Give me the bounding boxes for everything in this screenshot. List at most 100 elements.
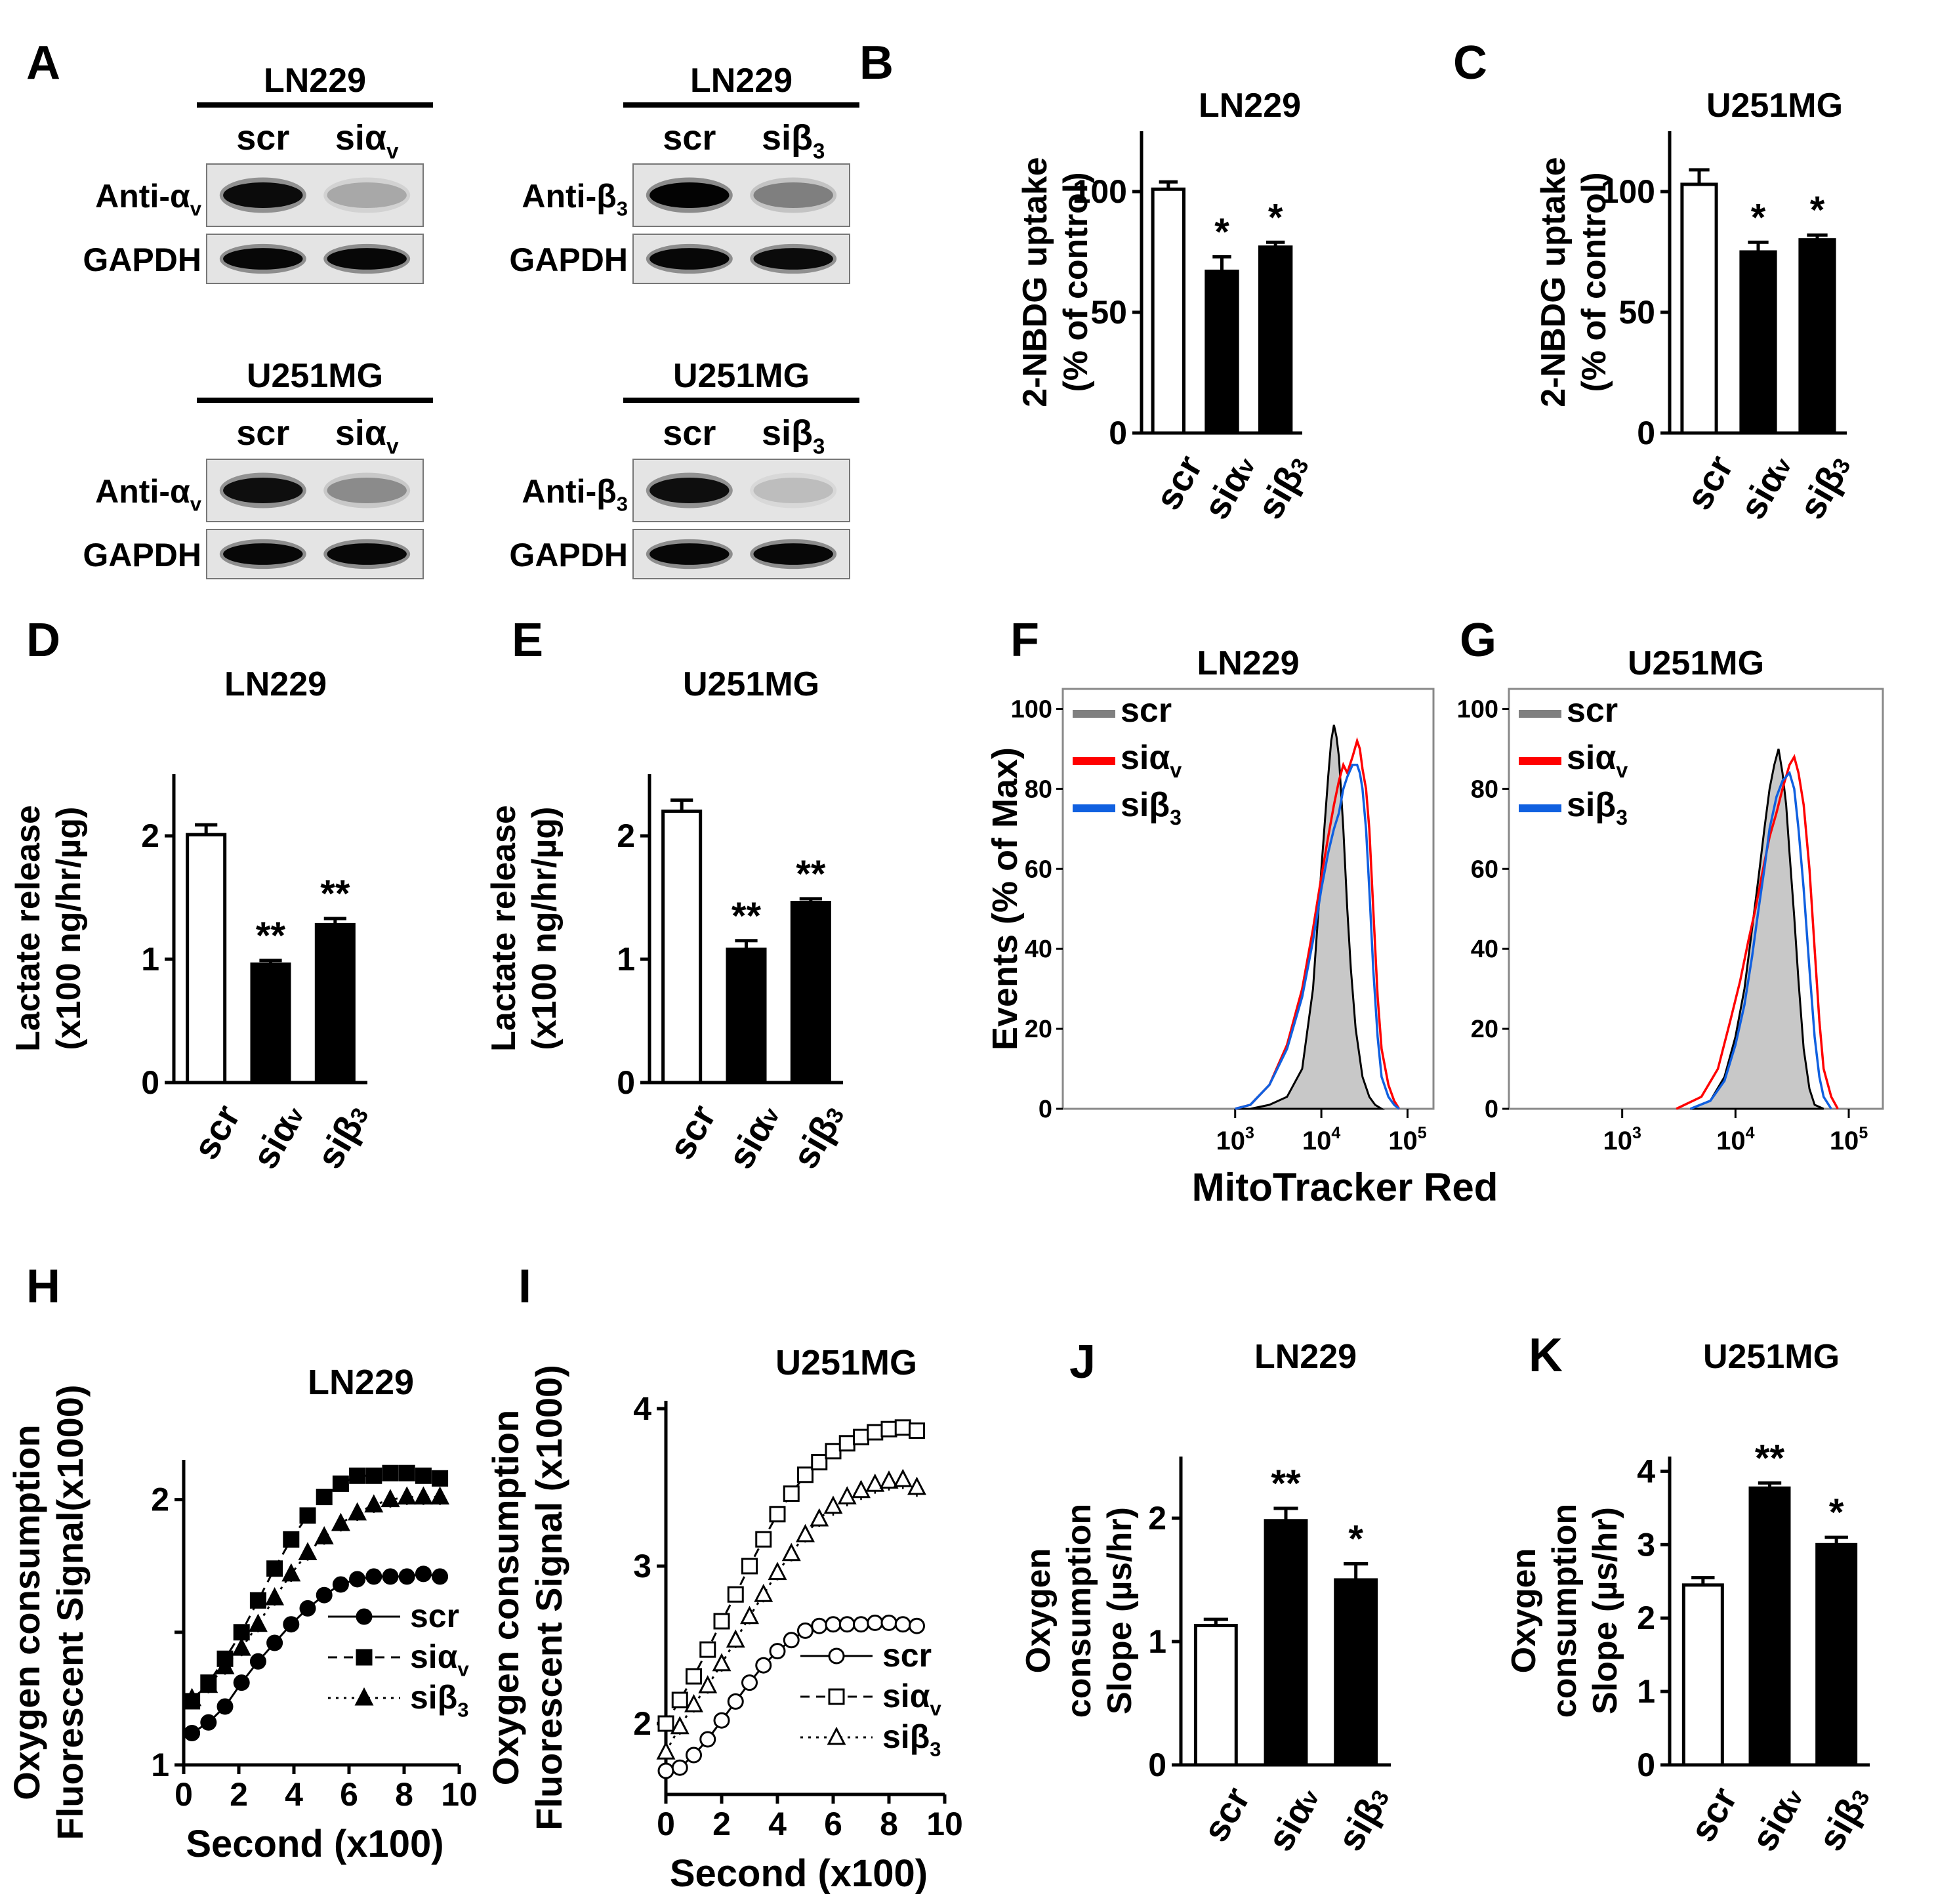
chart-title: U251MG bbox=[775, 1343, 917, 1382]
data-point bbox=[365, 1568, 382, 1585]
y-axis-label: 2-NBDG uptake (% of control) bbox=[1534, 157, 1613, 407]
data-point bbox=[432, 1568, 449, 1585]
data-point bbox=[283, 1616, 300, 1633]
chart-title: U251MG bbox=[1706, 87, 1843, 125]
x-category-label-base: scr bbox=[1681, 1780, 1745, 1848]
x-tick-label: 105 bbox=[1388, 1124, 1427, 1155]
significance-marker: * bbox=[1348, 1518, 1363, 1561]
x-tick-label: 103 bbox=[1603, 1124, 1641, 1155]
x-tick-label: 2 bbox=[230, 1776, 248, 1813]
panel-letter-I: I bbox=[518, 1260, 531, 1313]
x-axis-label: Second (x100) bbox=[186, 1823, 443, 1865]
data-point bbox=[430, 1486, 450, 1505]
blot-target-label-sub: v bbox=[190, 493, 202, 516]
blot-band-gapdh-si-core bbox=[327, 248, 407, 270]
data-point bbox=[755, 1657, 772, 1674]
legend-label-sub: 3 bbox=[930, 1738, 941, 1761]
data-point bbox=[671, 1691, 688, 1708]
y-tick-label: 4 bbox=[633, 1390, 651, 1427]
data-point bbox=[699, 1641, 716, 1658]
data-point bbox=[184, 1724, 201, 1741]
data-point bbox=[249, 1592, 266, 1609]
blot-band-si bbox=[750, 472, 837, 508]
series-line bbox=[191, 1573, 440, 1734]
data-point bbox=[265, 1587, 285, 1605]
x-category-label: siαv bbox=[1195, 447, 1264, 526]
y-label-line: (% of control) bbox=[1057, 172, 1095, 392]
data-point bbox=[741, 1558, 758, 1575]
blot-cell-line: U251MG bbox=[673, 357, 810, 395]
series-sib-line bbox=[1689, 770, 1832, 1110]
legend-label: siαv bbox=[410, 1638, 469, 1681]
legend-label-sub: v bbox=[930, 1697, 941, 1720]
data-point bbox=[769, 1643, 786, 1660]
data-point bbox=[797, 1466, 814, 1483]
series-line bbox=[191, 1472, 440, 1702]
legend-marker bbox=[827, 1726, 846, 1745]
significance-marker: * bbox=[1810, 189, 1825, 232]
blot-band-si bbox=[323, 472, 411, 508]
blot-lane-si: siβ3 bbox=[762, 118, 825, 163]
legend-label-base: siα bbox=[1121, 739, 1170, 777]
series-sia bbox=[657, 1419, 925, 1732]
significance-marker: * bbox=[1751, 196, 1766, 239]
legend-label-base: siβ bbox=[1121, 786, 1170, 824]
data-point bbox=[796, 1523, 815, 1542]
x-category-label: scr bbox=[660, 1098, 724, 1166]
data-point bbox=[200, 1714, 217, 1731]
y-tick-label: 100 bbox=[1457, 695, 1498, 723]
x-axis-label: Second (x100) bbox=[670, 1852, 928, 1895]
legend-label: scr bbox=[1567, 692, 1618, 730]
data-point bbox=[299, 1507, 316, 1524]
data-point bbox=[686, 1747, 702, 1764]
blot-target-label-base: Anti-β bbox=[522, 178, 616, 215]
data-point bbox=[880, 1420, 897, 1438]
y-tick-label: 80 bbox=[1471, 776, 1498, 803]
x-tick-label-sup: 3 bbox=[1245, 1124, 1254, 1142]
x-tick-label-base: 10 bbox=[1388, 1127, 1418, 1155]
x-tick-label-base: 10 bbox=[1830, 1127, 1859, 1155]
data-point bbox=[398, 1568, 415, 1585]
blot-band-gapdh-scr bbox=[219, 243, 306, 274]
data-point bbox=[348, 1502, 367, 1521]
legend-marker bbox=[828, 1688, 845, 1705]
plot-frame bbox=[1508, 688, 1884, 1110]
data-point bbox=[867, 1614, 884, 1631]
y-tick-label: 50 bbox=[1618, 294, 1655, 331]
y-tick-label: 80 bbox=[1025, 776, 1052, 803]
blot-band-gapdh-si-core bbox=[753, 248, 833, 270]
legend-label-base: siβ bbox=[1567, 786, 1616, 824]
legend-label-base: siβ bbox=[410, 1679, 457, 1716]
blot-band-gapdh-scr-core bbox=[223, 543, 303, 565]
blot-band-gapdh-si bbox=[750, 539, 837, 569]
chart-title: U251MG bbox=[1703, 1338, 1840, 1376]
data-point bbox=[852, 1480, 871, 1499]
x-category-label-base: scr bbox=[1678, 448, 1741, 516]
data-point bbox=[867, 1424, 884, 1441]
blot-band-si-core bbox=[327, 478, 407, 503]
data-point bbox=[838, 1616, 855, 1633]
x-category-label: siβ3 bbox=[1790, 448, 1859, 526]
bar-rect bbox=[1681, 1583, 1724, 1767]
data-point bbox=[684, 1693, 703, 1712]
bar-rect bbox=[1680, 182, 1718, 435]
legend-label-sub: 3 bbox=[1170, 806, 1182, 829]
x-tick-label: 103 bbox=[1216, 1124, 1254, 1155]
x-tick-label-base: 10 bbox=[1603, 1127, 1632, 1155]
bar-sia: * siαv bbox=[1195, 211, 1264, 526]
legend-label-sub: v bbox=[1170, 758, 1182, 782]
data-point bbox=[382, 1568, 399, 1585]
significance-marker: ** bbox=[256, 915, 286, 957]
data-point bbox=[382, 1464, 399, 1481]
y-axis-label: Lactate release (x100 ng/hr/µg) bbox=[485, 805, 564, 1052]
blot-band-scr bbox=[219, 472, 306, 508]
significance-marker: ** bbox=[1271, 1462, 1301, 1505]
series-sib bbox=[182, 1486, 450, 1707]
legend-label: siβ3 bbox=[1567, 786, 1628, 829]
bar-rect bbox=[1815, 1542, 1858, 1767]
